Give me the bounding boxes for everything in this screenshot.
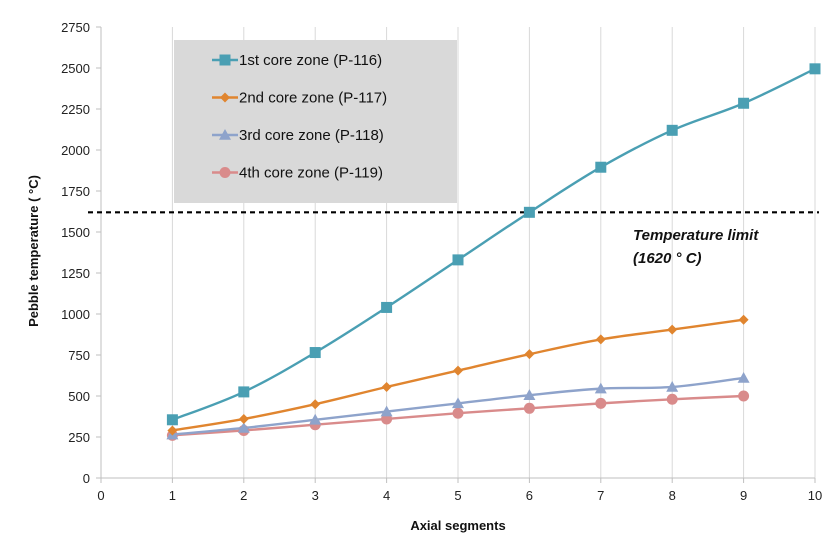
axes: 0250500750100012501500175020002250250027… — [61, 20, 822, 503]
series-2nd-core-zone-p-117 — [167, 314, 749, 436]
data-point — [167, 425, 178, 436]
data-point — [237, 421, 250, 433]
y-tick-label: 2000 — [61, 143, 90, 158]
data-point — [452, 254, 464, 266]
x-tick-label: 7 — [597, 488, 604, 503]
data-point — [166, 414, 178, 426]
x-tick-label: 9 — [740, 488, 747, 503]
data-point — [666, 124, 678, 136]
series-group — [166, 63, 821, 441]
data-point — [738, 314, 749, 325]
data-point — [666, 380, 679, 392]
x-tick-label: 4 — [383, 488, 390, 503]
y-tick-label: 2500 — [61, 61, 90, 76]
legend-label: 1st core zone (P-116) — [239, 52, 382, 69]
data-point — [219, 129, 231, 140]
data-point — [380, 405, 393, 417]
data-point — [523, 389, 536, 400]
x-axis-title: Axial segments — [410, 518, 505, 533]
data-point — [809, 63, 821, 75]
y-tick-label: 0 — [83, 471, 90, 486]
y-tick-label: 750 — [68, 348, 90, 363]
data-point — [219, 167, 231, 178]
data-point — [310, 399, 321, 410]
x-tick-label: 10 — [808, 488, 822, 503]
y-tick-label: 1500 — [61, 225, 90, 240]
y-tick-label: 1750 — [61, 184, 90, 199]
y-tick-label: 1250 — [61, 266, 90, 281]
data-point — [219, 54, 231, 66]
legend-item: 4th core zone (P-119) — [212, 165, 383, 182]
data-point — [452, 407, 464, 419]
data-point — [594, 382, 607, 394]
x-tick-label: 6 — [526, 488, 533, 503]
series-3rd-core-zone-p-118 — [166, 371, 750, 440]
legend-item: 3rd core zone (P-118) — [212, 127, 384, 144]
data-point — [738, 97, 750, 109]
legend-item: 2nd core zone (P-117) — [212, 90, 387, 107]
legend-item: 1st core zone (P-116) — [212, 52, 382, 69]
data-point — [220, 92, 230, 103]
y-tick-label: 500 — [68, 389, 90, 404]
data-point — [309, 413, 322, 425]
data-point — [666, 393, 678, 405]
y-tick-label: 2750 — [61, 20, 90, 35]
x-tick-label: 1 — [169, 488, 176, 503]
data-point — [738, 390, 750, 402]
series-line — [171, 67, 816, 421]
x-tick-label: 3 — [312, 488, 319, 503]
data-point — [667, 324, 678, 335]
data-point — [381, 301, 393, 313]
data-point — [595, 161, 607, 173]
data-point — [309, 347, 321, 359]
x-tick-label: 8 — [669, 488, 676, 503]
y-axis-title: Pebble temperature ( °C) — [26, 175, 41, 327]
data-point — [595, 397, 607, 409]
temperature-limit-label: Temperature limit — [633, 227, 759, 244]
data-point — [524, 349, 535, 360]
y-tick-label: 1000 — [61, 307, 90, 322]
data-point — [737, 371, 750, 383]
data-point — [523, 402, 535, 414]
x-tick-label: 5 — [454, 488, 461, 503]
y-tick-label: 250 — [68, 430, 90, 445]
legend-label: 3rd core zone (P-118) — [239, 127, 384, 144]
x-tick-label: 2 — [240, 488, 247, 503]
x-tick-label: 0 — [97, 488, 104, 503]
data-point — [238, 413, 249, 424]
data-point — [238, 386, 250, 398]
data-point — [595, 334, 606, 345]
data-point — [523, 206, 535, 218]
y-tick-label: 2250 — [61, 102, 90, 117]
data-point — [453, 365, 463, 376]
data-point — [381, 381, 392, 392]
temperature-limit-value-label: (1620 ° C) — [633, 250, 702, 267]
legend: 1st core zone (P-116) 2nd core zone (P-11… — [174, 40, 457, 203]
series-1st-core-zone-p-116 — [166, 63, 821, 426]
data-point — [452, 397, 464, 409]
legend-label: 4th core zone (P-119) — [239, 165, 383, 182]
legend-label: 2nd core zone (P-117) — [239, 90, 387, 107]
